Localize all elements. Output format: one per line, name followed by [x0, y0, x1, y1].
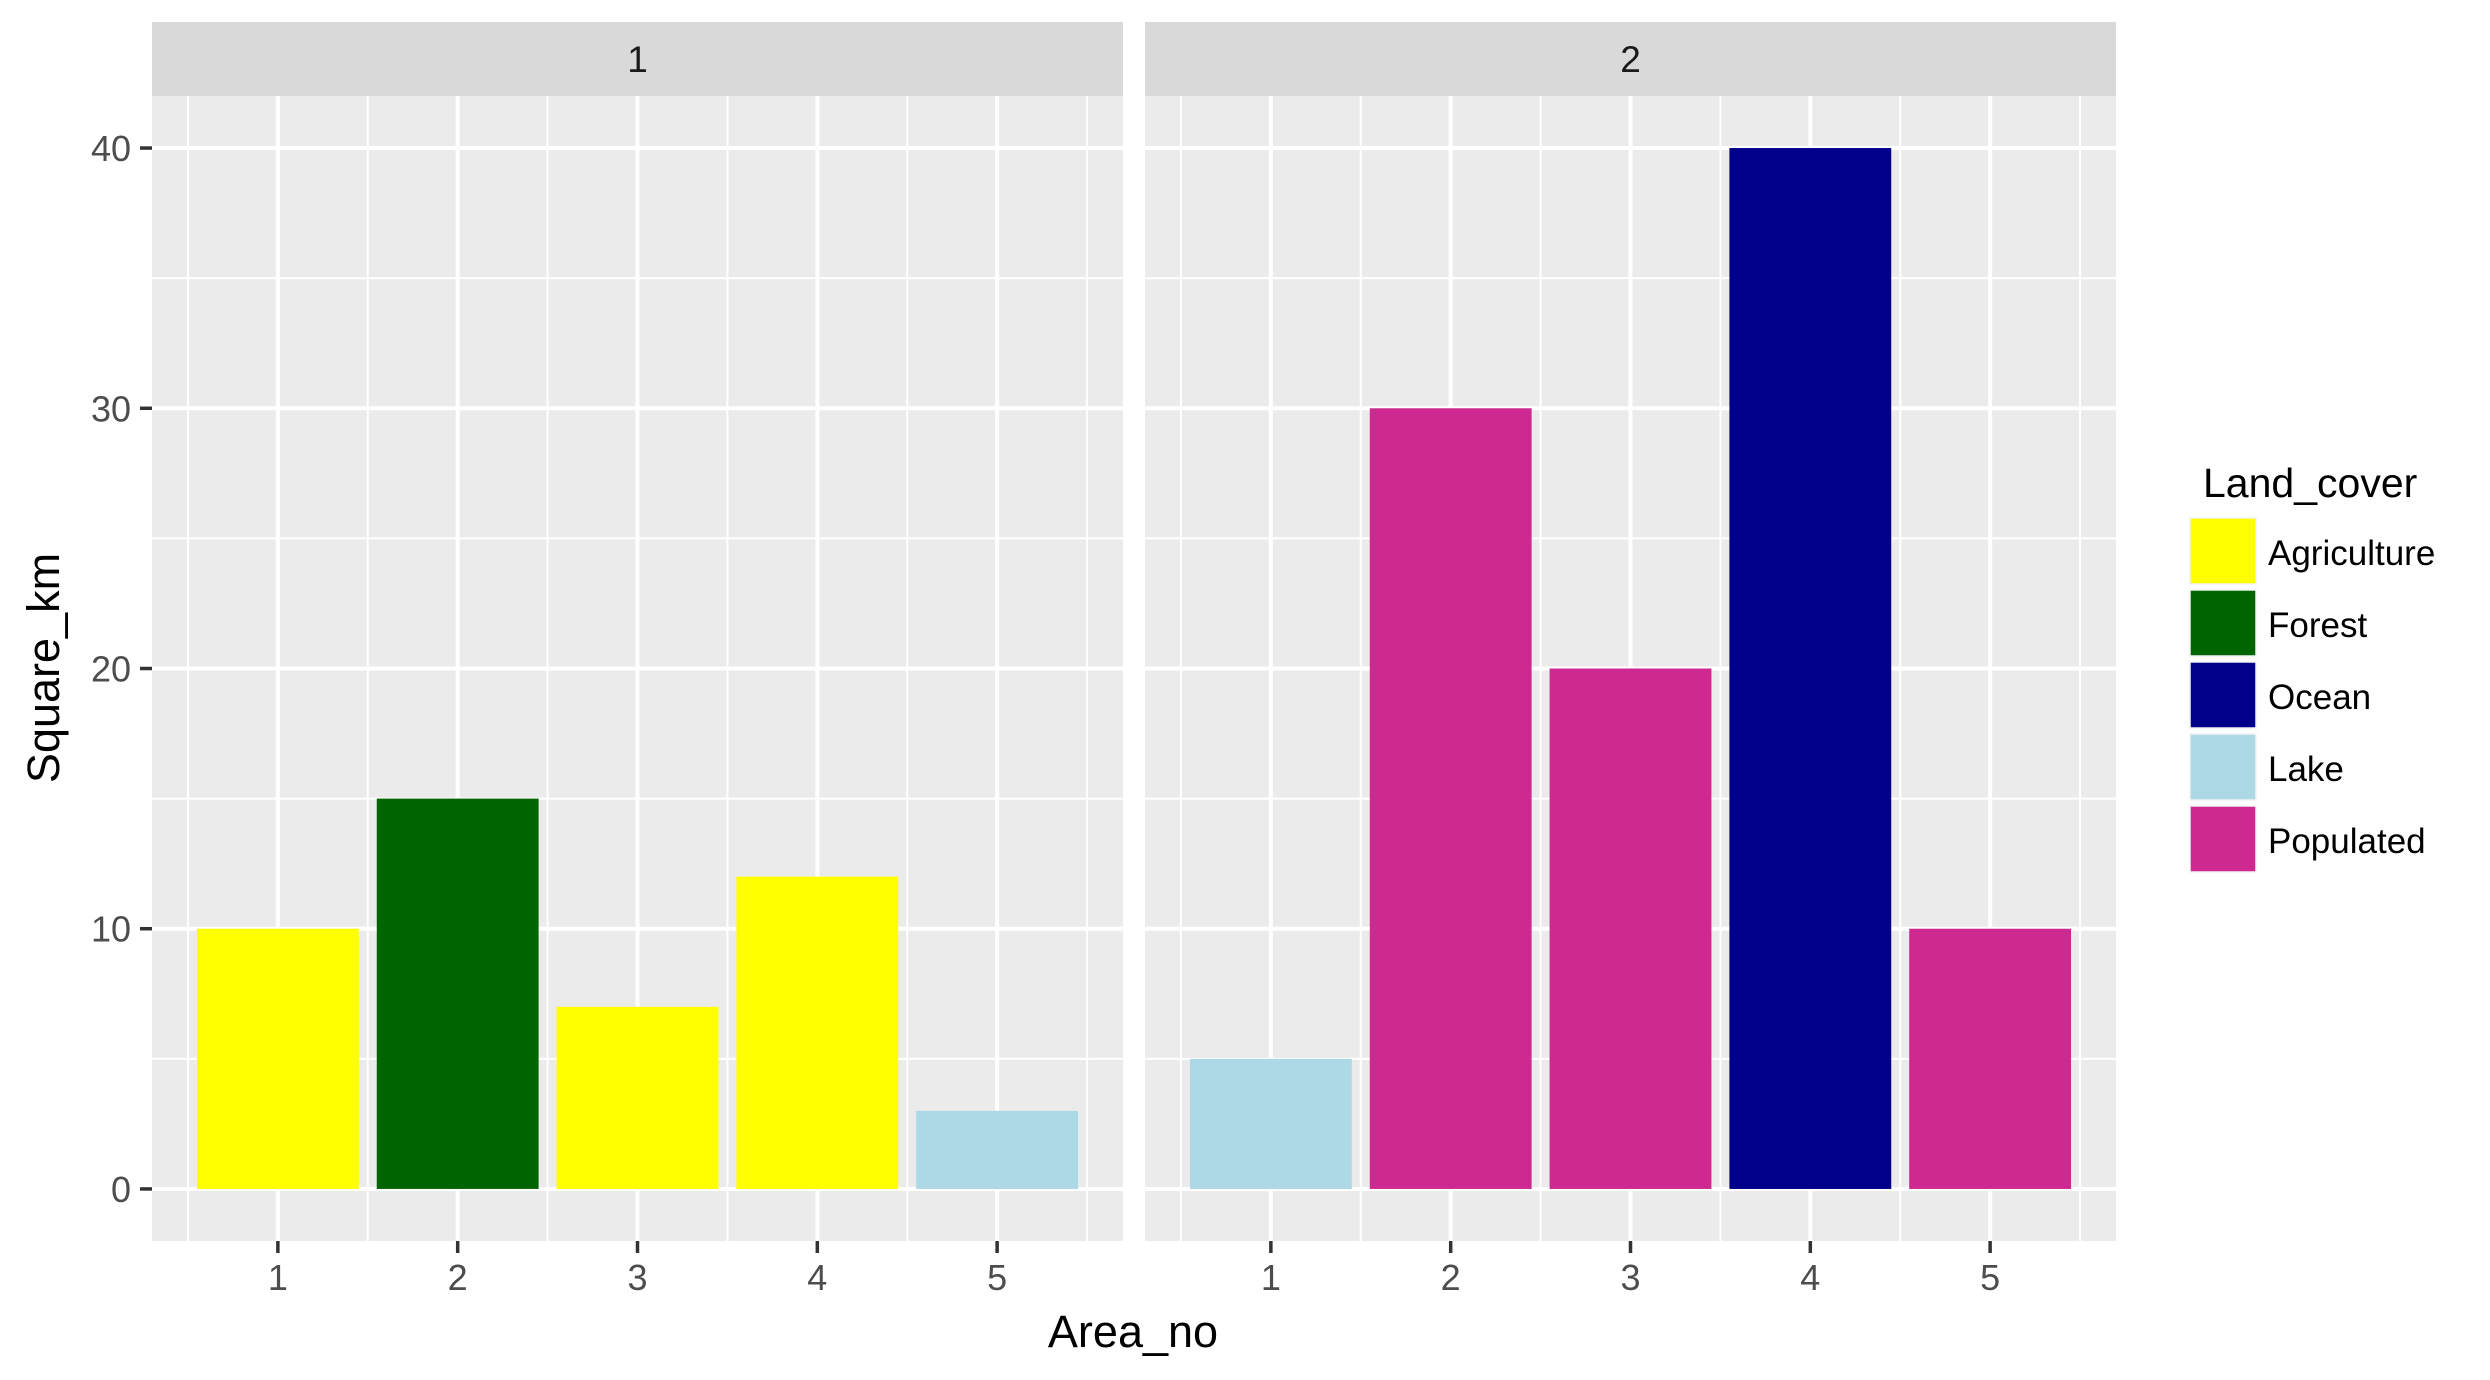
legend-key: [2189, 805, 2257, 873]
x-axes: 1 2 3 4 5 1 2 3 4 5: [268, 1241, 2000, 1298]
x-tick-label: 2: [1441, 1257, 1461, 1298]
x-tick-label: 1: [1261, 1257, 1281, 1298]
legend-item-forest: Forest: [2189, 589, 2367, 657]
legend-label: Ocean: [2268, 678, 2371, 717]
y-tick-label: 30: [91, 388, 131, 429]
bar-populated: [1909, 928, 2072, 1189]
y-axis-title: Square_km: [18, 553, 69, 783]
legend-key: [2189, 733, 2257, 801]
bar-forest: [376, 798, 539, 1189]
legend-label: Forest: [2268, 606, 2367, 645]
x-tick-label: 3: [1620, 1257, 1640, 1298]
x-tick-label: 4: [1800, 1257, 1820, 1298]
facet-panel-1: 1: [152, 22, 1123, 1241]
facet-strip-label: 1: [627, 39, 648, 80]
legend-items: Agriculture Forest Ocean Lake Populated: [2189, 517, 2435, 873]
legend-key: [2189, 589, 2257, 657]
legend: Land_cover Agriculture Forest Ocean Lake Pop…: [2189, 460, 2435, 873]
legend-title: Land_cover: [2203, 460, 2417, 506]
bar-populated: [1369, 408, 1532, 1189]
x-tick-label: 1: [268, 1257, 288, 1298]
facet-strip: [152, 22, 1123, 96]
legend-item-ocean: Ocean: [2189, 661, 2371, 729]
legend-item-agriculture: Agriculture: [2189, 517, 2435, 585]
x-axis-title: Area_no: [1048, 1306, 1218, 1357]
facet-strip: [1145, 22, 2116, 96]
y-tick-label: 40: [91, 128, 131, 169]
bar-lake: [1189, 1058, 1352, 1189]
legend-label: Agriculture: [2268, 534, 2435, 573]
y-axis: 0 10 20 30 40: [91, 128, 152, 1210]
bar-populated: [1549, 668, 1712, 1189]
x-tick-label: 2: [448, 1257, 468, 1298]
bar-agriculture: [556, 1006, 719, 1189]
bar-agriculture: [196, 928, 359, 1189]
facet-panel-2: 2: [1145, 22, 2116, 1241]
bar-agriculture: [736, 876, 899, 1189]
legend-label: Populated: [2268, 822, 2426, 861]
facet-strip-label: 2: [1620, 39, 1641, 80]
y-tick-label: 0: [111, 1169, 131, 1210]
legend-label: Lake: [2268, 750, 2344, 789]
x-tick-label: 3: [627, 1257, 647, 1298]
x-tick-label: 5: [1980, 1257, 2000, 1298]
legend-item-populated: Populated: [2189, 805, 2426, 873]
y-tick-label: 20: [91, 649, 131, 690]
y-tick-label: 10: [91, 909, 131, 950]
legend-item-lake: Lake: [2189, 733, 2344, 801]
legend-key: [2189, 517, 2257, 585]
legend-key: [2189, 661, 2257, 729]
bar-ocean: [1729, 148, 1892, 1189]
x-tick-label: 5: [987, 1257, 1007, 1298]
bar-lake: [916, 1110, 1079, 1189]
x-tick-label: 4: [807, 1257, 827, 1298]
